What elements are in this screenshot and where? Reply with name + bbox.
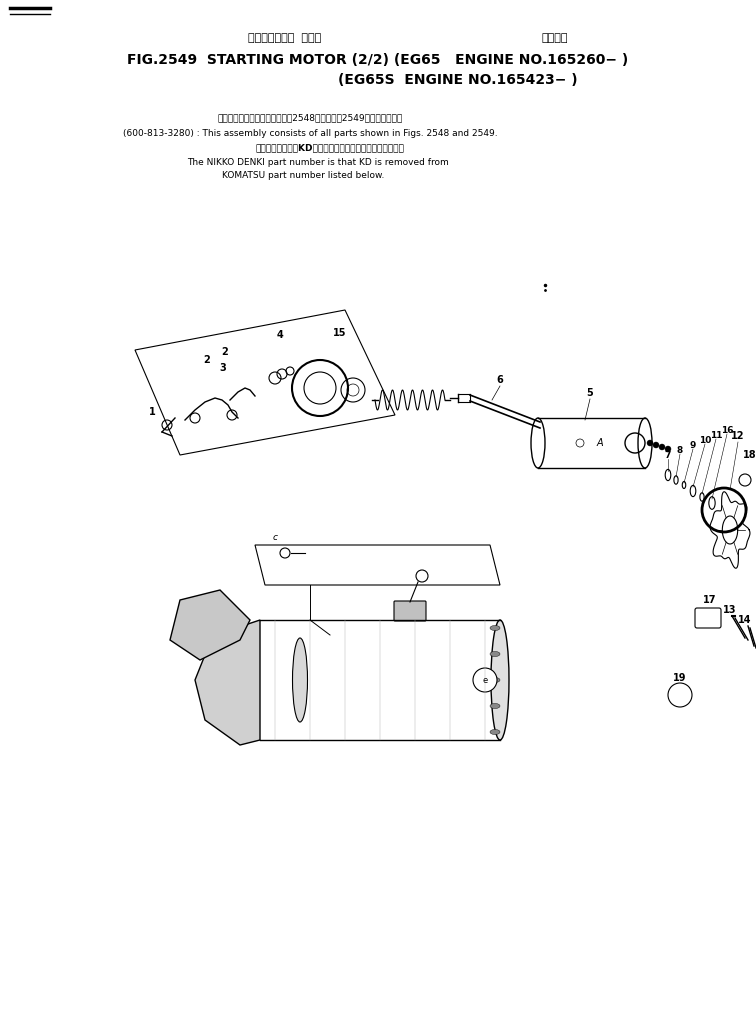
Text: 14: 14 (739, 615, 751, 625)
Ellipse shape (490, 703, 500, 708)
Text: KOMATSU part number listed below.: KOMATSU part number listed below. (222, 170, 384, 179)
Text: 5: 5 (587, 388, 593, 398)
Polygon shape (170, 590, 250, 660)
Text: 15: 15 (333, 328, 347, 338)
Circle shape (659, 444, 665, 450)
Circle shape (473, 668, 497, 692)
Text: 18: 18 (743, 450, 756, 460)
Ellipse shape (490, 651, 500, 656)
Ellipse shape (490, 678, 500, 683)
Text: 適用号機: 適用号機 (542, 33, 569, 43)
Ellipse shape (491, 620, 509, 741)
Text: このアセンブリの構成部品は第2548図および第2549図を含みます。: このアセンブリの構成部品は第2548図および第2549図を含みます。 (218, 113, 403, 123)
Ellipse shape (293, 638, 308, 722)
Text: 12: 12 (731, 431, 745, 441)
Text: e: e (482, 676, 488, 685)
Text: A: A (596, 438, 603, 448)
Text: 11: 11 (710, 431, 722, 440)
Text: スターティング  モータ: スターティング モータ (249, 33, 321, 43)
Text: 6: 6 (497, 375, 503, 385)
Text: 8: 8 (677, 446, 683, 455)
Text: 2: 2 (222, 347, 228, 357)
Text: 3: 3 (220, 363, 226, 373)
Ellipse shape (490, 729, 500, 734)
Text: 2: 2 (203, 355, 210, 365)
Text: 9: 9 (689, 441, 696, 450)
FancyBboxPatch shape (394, 601, 426, 621)
Text: 4: 4 (277, 330, 284, 340)
Text: 16: 16 (720, 425, 733, 435)
Circle shape (665, 446, 671, 452)
Circle shape (647, 440, 653, 446)
Text: 10: 10 (699, 436, 711, 445)
Text: 19: 19 (674, 673, 686, 683)
Text: 品番のメーカ記号KDを除いたものが日興電機の品番です。: 品番のメーカ記号KDを除いたものが日興電機の品番です。 (256, 144, 404, 153)
Text: c: c (272, 533, 277, 542)
Text: 1: 1 (149, 407, 156, 417)
Text: FIG.2549  STARTING MOTOR (2/2) (EG65   ENGINE NO.165260− ): FIG.2549 STARTING MOTOR (2/2) (EG65 ENGI… (127, 53, 629, 67)
Text: 7: 7 (665, 451, 671, 460)
Text: 13: 13 (723, 605, 737, 615)
Ellipse shape (490, 625, 500, 630)
Text: (600-813-3280) : This assembly consists of all parts shown in Figs. 2548 and 254: (600-813-3280) : This assembly consists … (122, 129, 497, 138)
Polygon shape (195, 620, 260, 745)
Text: 17: 17 (703, 595, 717, 605)
Text: (EG65S  ENGINE NO.165423− ): (EG65S ENGINE NO.165423− ) (338, 73, 578, 87)
Text: The NIKKO DENKI part number is that KD is removed from: The NIKKO DENKI part number is that KD i… (187, 157, 449, 166)
Circle shape (653, 442, 659, 448)
